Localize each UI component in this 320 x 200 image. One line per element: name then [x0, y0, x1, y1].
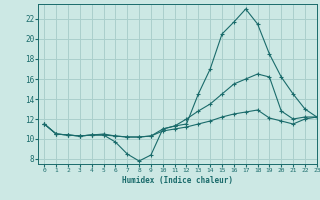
X-axis label: Humidex (Indice chaleur): Humidex (Indice chaleur): [122, 176, 233, 185]
